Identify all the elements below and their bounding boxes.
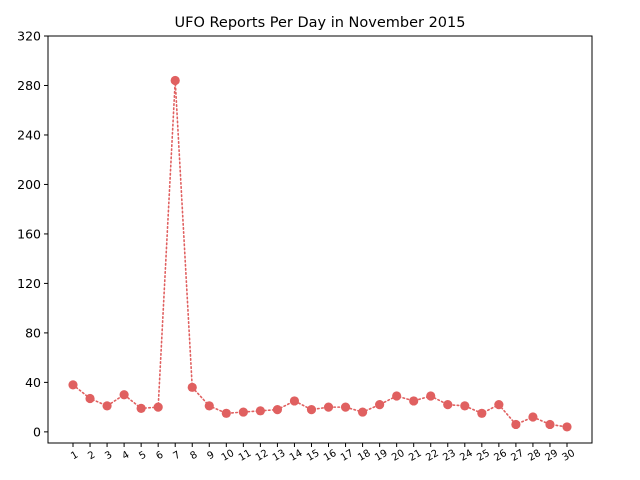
- x-tick-label: 9: [206, 449, 217, 462]
- data-point: [545, 419, 555, 430]
- data-point: [460, 401, 470, 411]
- data-point: [85, 393, 95, 404]
- data-point: [494, 400, 504, 410]
- chart-title: UFO Reports Per Day in November 2015: [175, 15, 466, 31]
- x-tick-label: 6: [154, 449, 165, 462]
- y-tick-label: 80: [25, 325, 41, 340]
- y-tick-label: 280: [17, 78, 41, 93]
- data-point: [119, 390, 129, 400]
- data-point: [187, 382, 197, 392]
- data-point: [68, 380, 78, 390]
- data-point: [528, 412, 538, 422]
- data-point: [153, 402, 163, 412]
- data-point: [357, 407, 368, 417]
- data-point: [323, 402, 334, 412]
- y-tick-label: 240: [17, 127, 41, 142]
- x-tick-label: 8: [188, 449, 199, 462]
- data-point: [255, 406, 265, 416]
- data-point: [511, 419, 521, 430]
- y-tick-label: 120: [17, 276, 41, 291]
- y-tick-label: 40: [25, 375, 41, 390]
- data-point: [238, 407, 248, 417]
- data-point: [306, 404, 317, 415]
- data-point: [272, 404, 283, 415]
- data-point: [375, 400, 385, 410]
- data-point: [392, 391, 402, 401]
- data-point: [443, 400, 453, 410]
- data-point: [221, 408, 231, 418]
- data-point: [204, 401, 214, 411]
- data-point: [102, 401, 112, 411]
- y-tick-label: 200: [17, 177, 41, 192]
- plot-area: [47, 35, 593, 444]
- data-series: [68, 75, 572, 432]
- data-point: [426, 391, 436, 401]
- data-point: [409, 396, 419, 406]
- x-tick-label: 5: [137, 449, 148, 462]
- y-tick-label: 160: [17, 226, 41, 241]
- data-point: [562, 422, 572, 432]
- y-tick-label: 320: [17, 29, 41, 44]
- x-tick-label: 1: [69, 449, 80, 462]
- x-tick-label: 7: [171, 449, 182, 462]
- x-tick-label: 3: [103, 449, 114, 462]
- y-tick-label: 0: [33, 424, 41, 439]
- data-point: [170, 75, 180, 86]
- x-tick-label: 4: [120, 449, 131, 462]
- y-axis: 0 40 80 120 160 200 240 280 320: [17, 29, 48, 439]
- data-point: [340, 402, 351, 412]
- data-point: [477, 408, 487, 418]
- data-point: [289, 396, 300, 406]
- data-point: [136, 403, 146, 413]
- x-tick-label: 2: [86, 449, 97, 462]
